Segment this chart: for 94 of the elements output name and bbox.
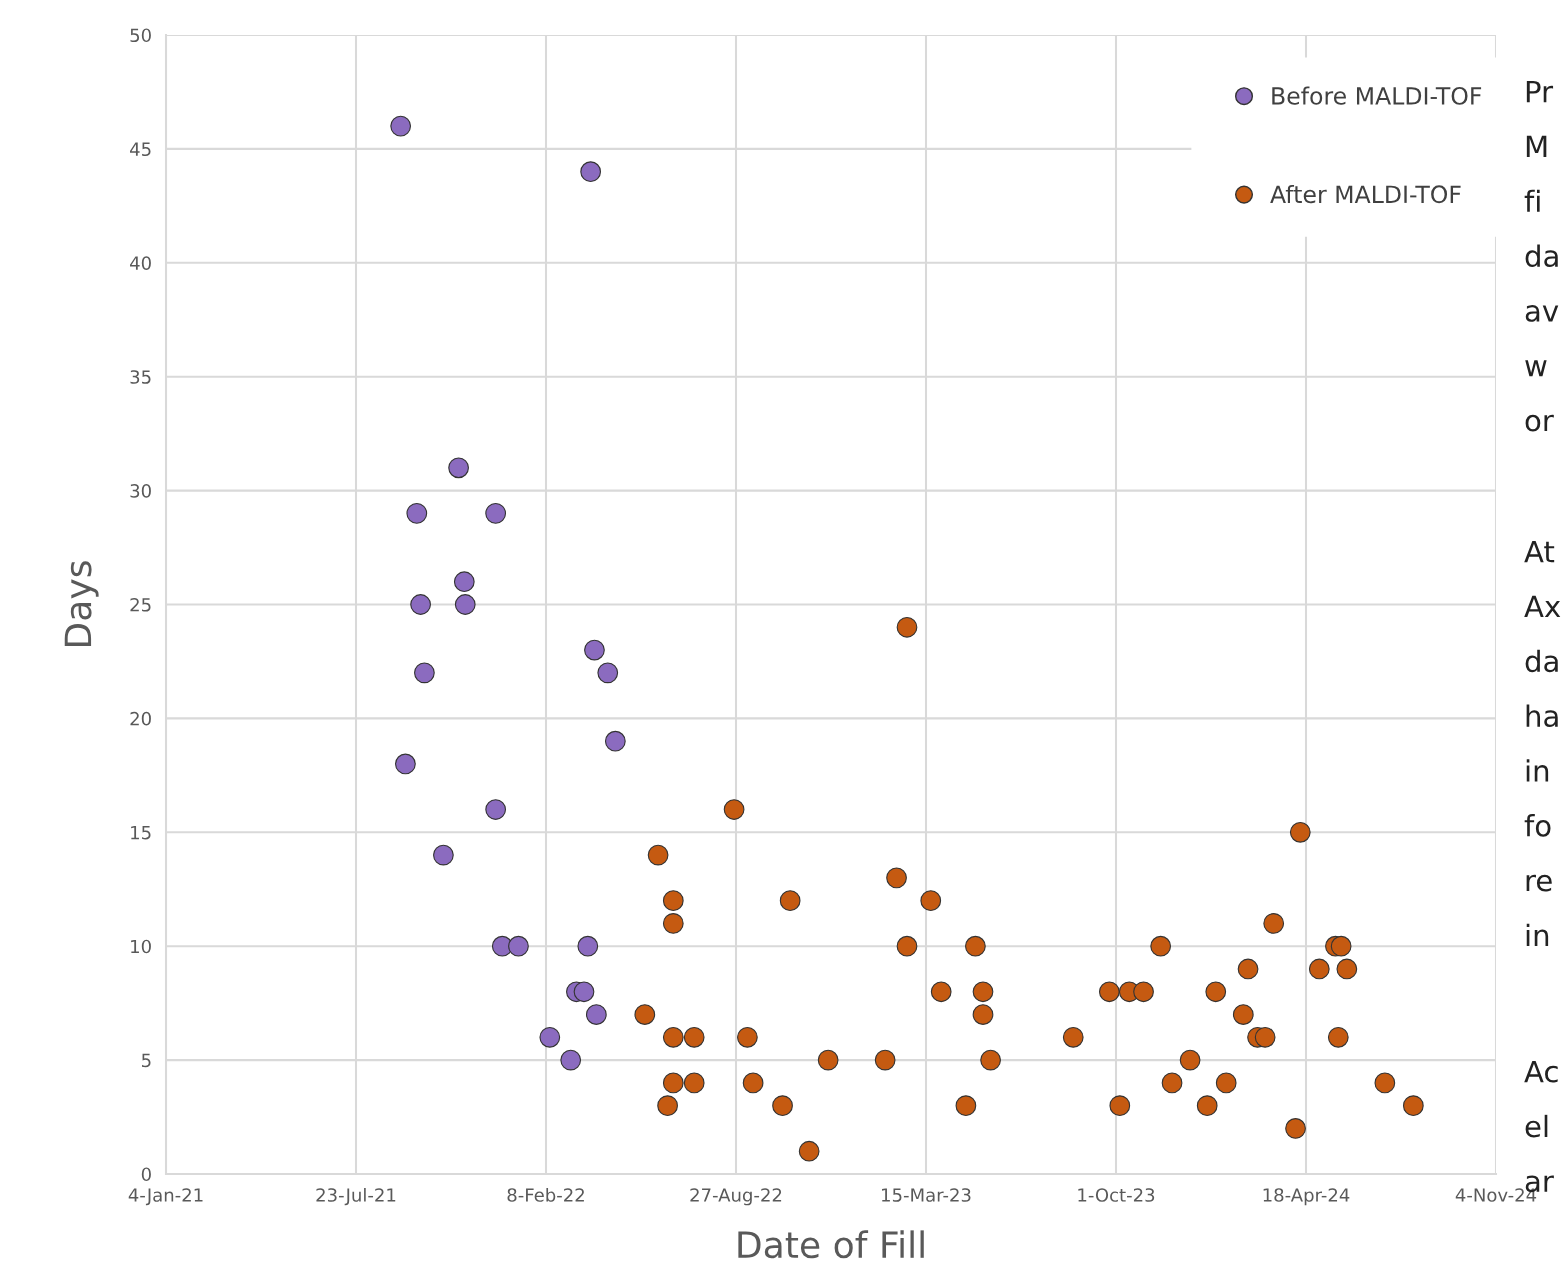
x-tick-label: 27-Aug-22 (690, 1188, 782, 1206)
x-tick-label: 4-Jan-21 (128, 1188, 203, 1206)
point (662, 913, 684, 934)
y-tick-label: 45 (130, 142, 151, 157)
point (896, 935, 918, 957)
legend-label: After MALDI-TOF (1270, 184, 1461, 204)
x-tick-label: 15-Mar-23 (882, 1188, 971, 1202)
point (573, 981, 595, 1003)
point (560, 1049, 582, 1071)
point (1330, 935, 1352, 957)
point (634, 1004, 656, 1025)
point (1205, 981, 1227, 1003)
y-tick-label: 15 (131, 826, 151, 840)
y-tick-label: 25 (130, 597, 151, 612)
y-tick-label: 0 (141, 1167, 151, 1182)
point (1215, 1072, 1237, 1094)
point (448, 457, 469, 479)
point (597, 662, 619, 684)
point (1254, 1026, 1276, 1048)
point (930, 981, 952, 1003)
point (662, 1026, 684, 1048)
point (1402, 1095, 1424, 1117)
point (508, 935, 529, 957)
point (972, 1004, 994, 1025)
point (584, 639, 605, 661)
point (585, 1004, 607, 1025)
point (955, 1095, 977, 1117)
point (647, 844, 669, 866)
point (817, 1049, 839, 1071)
point (874, 1049, 896, 1071)
point (657, 1095, 678, 1117)
point (453, 571, 475, 593)
point (742, 1072, 764, 1094)
point (395, 753, 416, 775)
y-tick-label: 20 (130, 711, 151, 726)
point (1263, 913, 1285, 934)
point (965, 935, 986, 957)
y-tick-label: 50 (130, 28, 151, 43)
point (920, 890, 942, 912)
point (539, 1026, 561, 1048)
point (580, 161, 602, 183)
point (1232, 1004, 1254, 1025)
point (772, 1095, 793, 1117)
point (1327, 1026, 1349, 1048)
text: Pr M fi da av w or (1524, 80, 1559, 432)
point (1285, 1118, 1306, 1139)
x-tick-label: 23-Jul-21 (316, 1187, 396, 1206)
point (683, 1026, 705, 1048)
y-tick-label: 40 (130, 256, 151, 270)
point (1289, 821, 1311, 843)
point (414, 662, 435, 684)
point (433, 844, 454, 866)
legend-label: Before MALDI-TOF (1272, 86, 1482, 105)
point (886, 867, 907, 889)
point (662, 890, 684, 912)
point (1098, 981, 1120, 1003)
point (980, 1049, 1001, 1071)
point (604, 730, 626, 752)
point (1308, 958, 1330, 980)
point (683, 1072, 705, 1094)
y-tick-label: 5 (142, 1053, 151, 1068)
point (1237, 958, 1259, 980)
x-tick-label: 18-Apr-24 (1263, 1188, 1350, 1206)
y-tick-label: 35 (130, 370, 151, 384)
y-tick-label: 30 (130, 484, 151, 498)
point (454, 594, 476, 615)
point (1109, 1095, 1131, 1117)
point (896, 616, 918, 638)
point (1374, 1072, 1396, 1094)
point (577, 935, 599, 957)
y-tick-label: 10 (131, 939, 151, 954)
point (662, 1072, 684, 1094)
point (1133, 981, 1154, 1003)
point (410, 594, 431, 615)
point (1179, 1049, 1201, 1071)
point (1161, 1072, 1183, 1094)
point (737, 1026, 758, 1048)
x-tick-label: 8-Feb-22 (507, 1187, 584, 1202)
point (1196, 1095, 1218, 1117)
x-tick-label: 1-Oct-23 (1078, 1188, 1155, 1202)
x-axis-title: Date of Fill (738, 1230, 924, 1259)
point (390, 115, 412, 137)
point (1150, 935, 1172, 957)
point (485, 799, 507, 820)
point (485, 503, 507, 524)
point (798, 1140, 820, 1162)
point (1062, 1026, 1084, 1048)
point (779, 890, 801, 912)
text: At Ax da ha in fo re in (1524, 540, 1561, 946)
y-axis-title: Days (64, 561, 99, 647)
point (406, 503, 428, 524)
point (1336, 958, 1358, 980)
point (972, 981, 994, 1003)
point (723, 799, 745, 820)
